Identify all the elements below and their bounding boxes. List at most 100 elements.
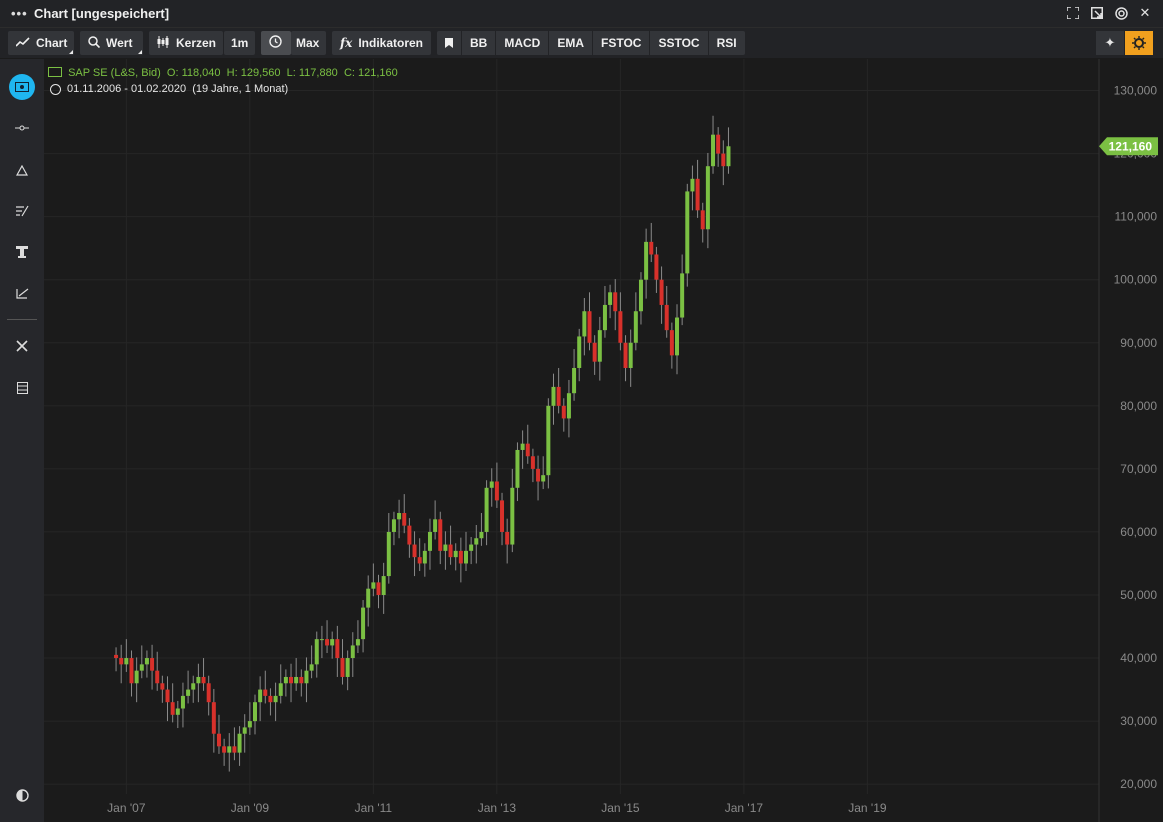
clock-icon bbox=[269, 35, 282, 51]
y-tick-label: 50,000 bbox=[1120, 588, 1157, 602]
y-tick-label: 80,000 bbox=[1120, 399, 1157, 413]
candle-body bbox=[654, 254, 659, 280]
candle-body bbox=[494, 481, 499, 501]
candle-body bbox=[273, 695, 278, 703]
study-bb[interactable]: BB bbox=[461, 31, 495, 55]
candle-body bbox=[150, 658, 155, 671]
trendline-icon[interactable] bbox=[9, 280, 35, 306]
x-tick-label: Jan '19 bbox=[848, 801, 887, 815]
candle-body bbox=[659, 279, 664, 305]
candle-body bbox=[536, 468, 541, 482]
y-tick-label: 90,000 bbox=[1120, 336, 1157, 350]
bookmark-icon[interactable] bbox=[437, 31, 461, 55]
candle-body bbox=[232, 746, 237, 753]
chart-legend: SAP SE (L&S, Bid) O: 118,040 H: 129,560 … bbox=[48, 67, 398, 95]
candle-body bbox=[515, 449, 520, 488]
candle-body bbox=[186, 689, 191, 696]
indicators-button[interactable]: fx Indikatoren bbox=[332, 31, 431, 55]
fullscreen-icon[interactable] bbox=[1065, 5, 1081, 21]
study-rsi[interactable]: RSI bbox=[707, 31, 745, 55]
sparkle-icon[interactable]: ✦ bbox=[1096, 31, 1124, 55]
drawing-tools-icon[interactable] bbox=[9, 198, 35, 224]
candle-body bbox=[561, 405, 566, 419]
candle-body bbox=[402, 513, 407, 526]
candle-body bbox=[582, 311, 587, 337]
candle-body bbox=[695, 178, 700, 211]
y-tick-label: 40,000 bbox=[1120, 651, 1157, 665]
text-tool-icon[interactable] bbox=[9, 239, 35, 265]
chart-area[interactable]: 20,000 30,000 40,000 50,000 60,000 70,000 80,0… bbox=[44, 59, 1163, 822]
chart-toolbar: Chart Wert Kerzen 1m Max fx Indikatoren … bbox=[0, 28, 1163, 58]
time-axis: Jan '07 Jan '09 Jan '11 Jan '13 Jan '15 Jan '… bbox=[107, 801, 887, 815]
candle-body bbox=[237, 733, 242, 753]
candle-body bbox=[469, 544, 474, 551]
candle-body bbox=[299, 676, 304, 684]
study-macd[interactable]: MACD bbox=[495, 31, 548, 55]
candle-body bbox=[258, 689, 263, 703]
candle-body bbox=[716, 134, 721, 154]
last-price-label: 121,160 bbox=[1109, 139, 1153, 153]
y-tick-label: 110,000 bbox=[1115, 210, 1158, 224]
line-chart-icon bbox=[15, 36, 30, 50]
candle-body bbox=[355, 639, 360, 646]
candle-body bbox=[546, 405, 551, 476]
candle-body bbox=[644, 241, 649, 280]
candle-body bbox=[268, 695, 273, 703]
candle-body bbox=[330, 639, 335, 646]
study-sstoc[interactable]: SSTOC bbox=[649, 31, 707, 55]
price-chart[interactable]: 20,000 30,000 40,000 50,000 60,000 70,000 80,0… bbox=[44, 59, 1163, 822]
candle-body bbox=[361, 607, 366, 640]
popout-icon[interactable] bbox=[1089, 5, 1105, 21]
candle-body bbox=[608, 292, 613, 305]
candle-body bbox=[592, 342, 597, 362]
candle-body bbox=[345, 658, 350, 677]
candle-body bbox=[577, 336, 582, 368]
candle-body bbox=[690, 178, 695, 192]
window-title: Chart [ungespeichert] bbox=[34, 6, 170, 21]
legend-open: O: 118,040 bbox=[166, 67, 221, 79]
candle-body bbox=[325, 639, 330, 646]
candle-body bbox=[397, 513, 402, 520]
target-icon[interactable] bbox=[1113, 5, 1129, 21]
candle-body bbox=[438, 519, 443, 551]
candle-body bbox=[649, 241, 654, 255]
legend-close: C: 121,160 bbox=[343, 67, 398, 79]
candle-body bbox=[294, 676, 299, 684]
legend-low: L: 117,880 bbox=[286, 67, 338, 79]
chart-type-button[interactable]: Chart bbox=[8, 31, 74, 55]
candle-body bbox=[685, 191, 690, 274]
study-fstoc[interactable]: FSTOC bbox=[592, 31, 649, 55]
sun-icon[interactable] bbox=[1125, 31, 1153, 55]
interval-button[interactable]: 1m bbox=[224, 31, 255, 55]
value-search-button[interactable]: Wert bbox=[80, 31, 143, 55]
range-max-button[interactable]: Max bbox=[291, 31, 326, 55]
quote-icon[interactable] bbox=[9, 74, 35, 100]
tools-icon[interactable] bbox=[9, 333, 35, 359]
triangle-icon[interactable] bbox=[9, 157, 35, 183]
search-icon bbox=[88, 35, 101, 51]
candle-body bbox=[129, 658, 134, 684]
candle-body bbox=[206, 683, 211, 703]
crosshair-icon[interactable] bbox=[9, 115, 35, 141]
clock-button[interactable] bbox=[261, 31, 291, 55]
candles-icon bbox=[157, 35, 170, 51]
candle-body bbox=[705, 166, 710, 230]
candle-body bbox=[638, 279, 643, 312]
candles-button[interactable]: Kerzen bbox=[149, 31, 223, 55]
candle-body bbox=[216, 733, 221, 747]
study-ema[interactable]: EMA bbox=[548, 31, 592, 55]
templates-icon[interactable] bbox=[9, 375, 35, 401]
candle-body bbox=[222, 746, 227, 753]
candle-body bbox=[407, 525, 412, 545]
candle-body bbox=[144, 658, 149, 665]
legend-instrument[interactable]: SAP SE (L&S, Bid) bbox=[68, 67, 161, 79]
candle-body bbox=[124, 658, 129, 665]
contrast-icon[interactable] bbox=[9, 782, 35, 808]
x-tick-label: Jan '09 bbox=[231, 801, 270, 815]
more-dots-icon[interactable]: ••• bbox=[11, 6, 28, 21]
x-tick-label: Jan '11 bbox=[355, 801, 393, 815]
candle-body bbox=[700, 210, 705, 230]
price-axis: 20,000 30,000 40,000 50,000 60,000 70,000 80,0… bbox=[1114, 84, 1158, 792]
close-icon[interactable]: ✕ bbox=[1139, 5, 1151, 20]
candle-body bbox=[572, 367, 577, 394]
